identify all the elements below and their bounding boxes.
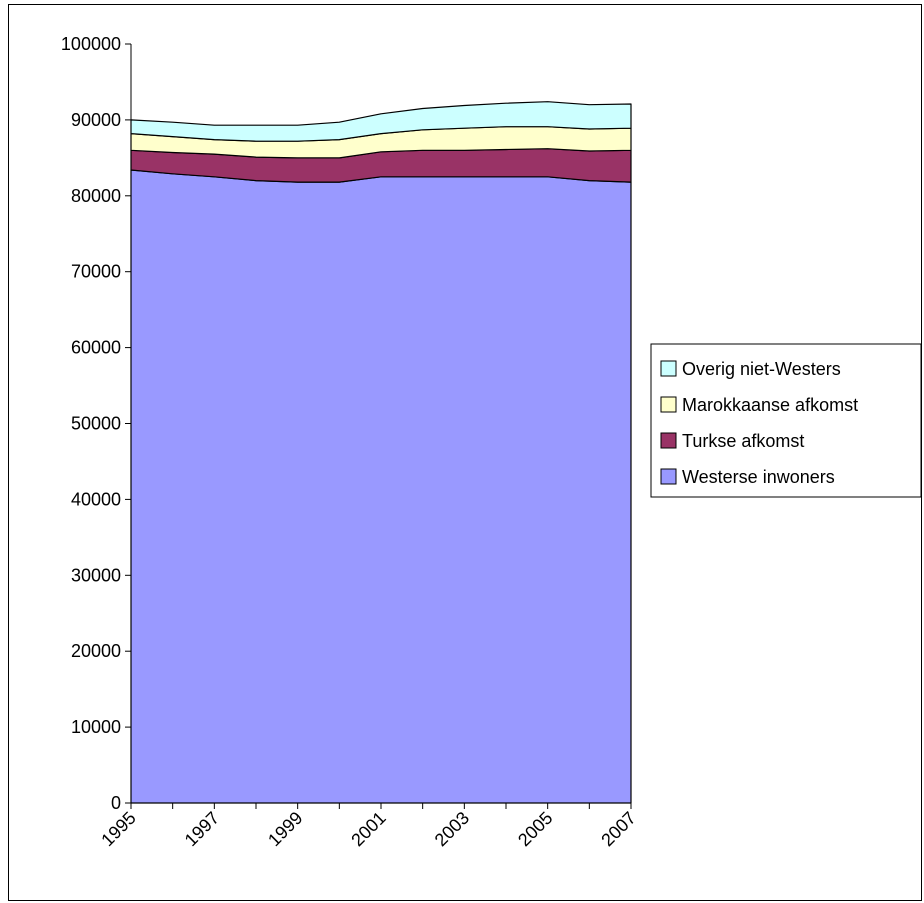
area-layers [130, 101, 632, 804]
y-tick-label: 40000 [71, 489, 121, 509]
x-tick-label: 1995 [97, 808, 139, 850]
y-tick-label: 80000 [71, 186, 121, 206]
y-tick-label: 10000 [71, 717, 121, 737]
x-tick-label: 1997 [181, 808, 223, 850]
legend-label-turkse-afkomst: Turkse afkomst [682, 431, 804, 451]
x-tick-label: 2003 [431, 808, 473, 850]
legend-swatch-marokkaanse-afkomst [660, 396, 677, 413]
y-tick-label: 0 [111, 793, 121, 813]
x-tick-label: 1999 [264, 808, 306, 850]
legend-label-westerse-inwoners: Westerse inwoners [682, 467, 835, 487]
legend-label-marokkaanse-afkomst: Marokkaanse afkomst [682, 395, 858, 415]
y-tick-label: 70000 [71, 262, 121, 282]
legend-swatch-westerse-inwoners [660, 468, 677, 485]
legend-box [650, 343, 922, 498]
legend-swatch-turkse-afkomst [660, 432, 677, 449]
area-overig-niet-westers [130, 101, 632, 142]
y-tick-label: 90000 [71, 110, 121, 130]
y-tick-label: 20000 [71, 641, 121, 661]
x-tick-label: 2005 [514, 808, 556, 850]
y-tick-label: 100000 [61, 34, 121, 54]
x-tick-label: 2007 [597, 808, 639, 850]
y-tick-label: 30000 [71, 565, 121, 585]
legend: Overig niet-Westers Marokkaanse afkomst Tu… [650, 343, 922, 498]
legend-label-overig-niet-westers: Overig niet-Westers [682, 359, 841, 379]
legend-swatch-overig-niet-westers [660, 360, 677, 377]
x-tick-label: 2001 [347, 808, 389, 850]
area-chart: 0 10000 20000 30000 40000 50000 60000 70000 8000… [61, 34, 922, 850]
area-westerse-inwoners [130, 169, 632, 804]
y-tick-label: 60000 [71, 338, 121, 358]
chart-frame: 0 10000 20000 30000 40000 50000 60000 70000 8000… [8, 4, 922, 901]
y-tick-label: 50000 [71, 414, 121, 434]
